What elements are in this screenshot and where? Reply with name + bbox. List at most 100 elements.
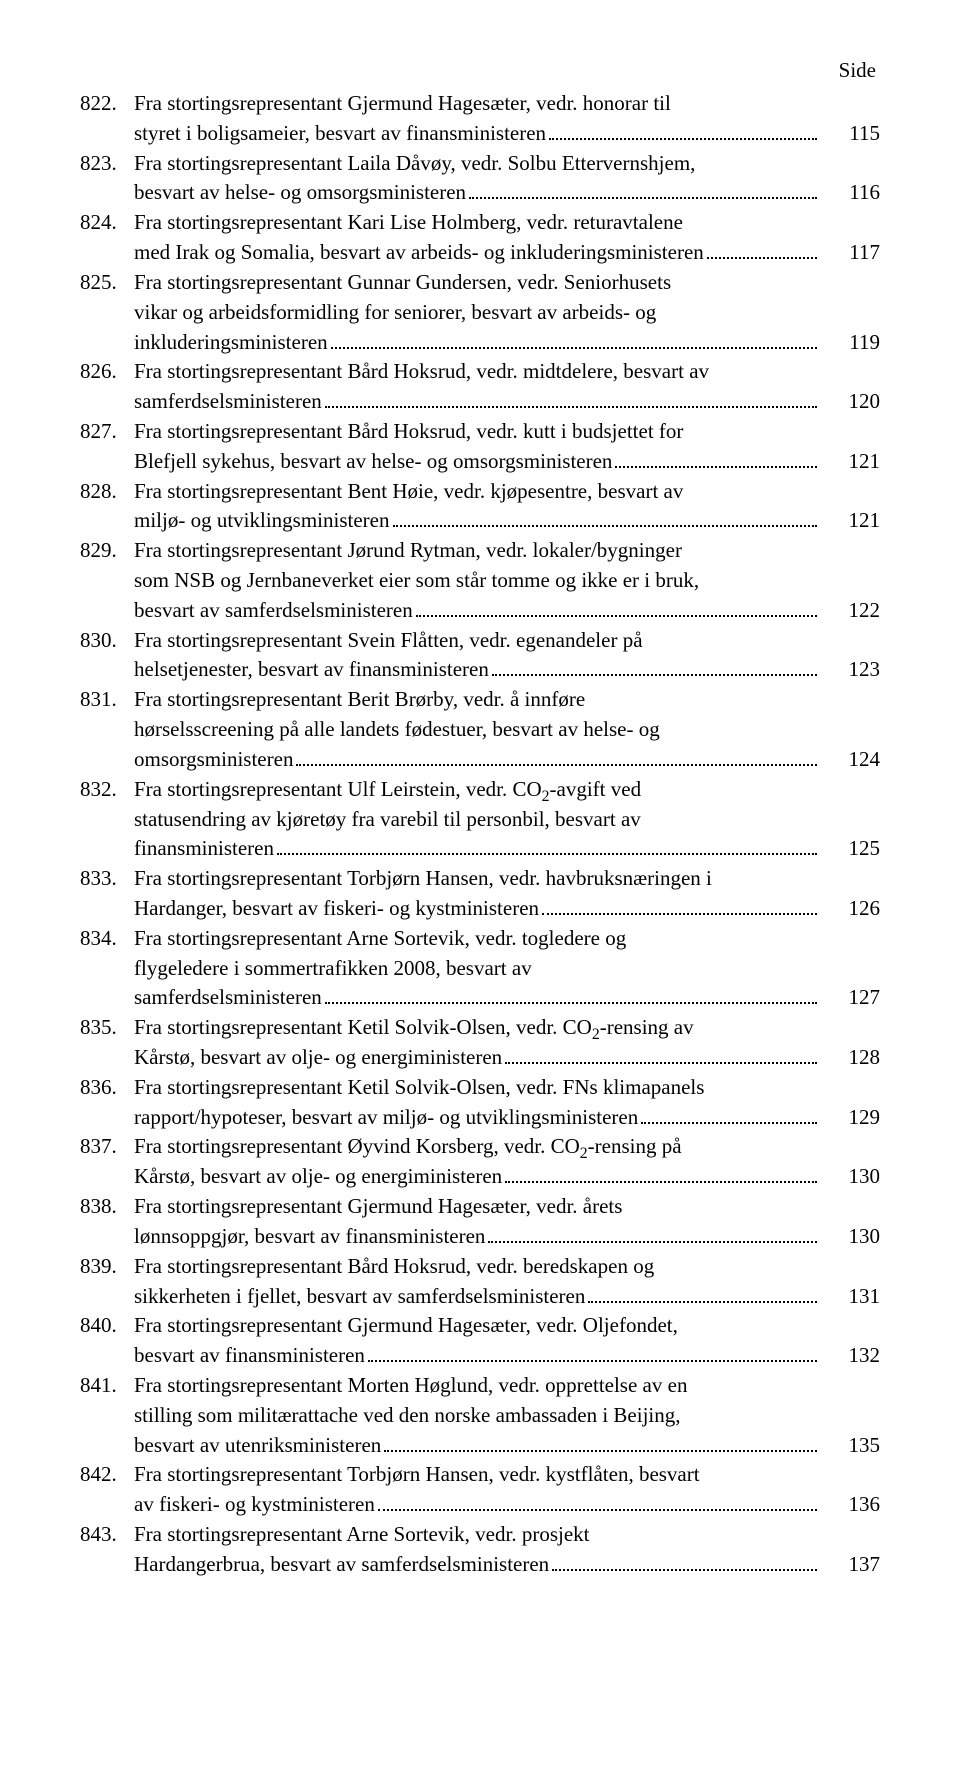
- toc-entry: 842.Fra stortingsrepresentant Torbjørn H…: [80, 1460, 880, 1520]
- toc-entry: 830.Fra stortingsrepresentant Svein Flåt…: [80, 626, 880, 686]
- entry-number: 822.: [80, 89, 134, 119]
- dot-leader: [393, 508, 818, 528]
- toc-entry: 840.Fra stortingsrepresentant Gjermund H…: [80, 1311, 880, 1371]
- toc-entry: 837.Fra stortingsrepresentant Øyvind Kor…: [80, 1132, 880, 1192]
- entry-number: 832.: [80, 775, 134, 805]
- toc-entry: 825.Fra stortingsrepresentant Gunnar Gun…: [80, 268, 880, 357]
- toc-entry: 833.Fra stortingsrepresentant Torbjørn H…: [80, 864, 880, 924]
- entry-text-content: inkluderingsministeren: [134, 328, 328, 358]
- entry-text-line: finansministeren: [134, 834, 820, 864]
- entry-page-number: 119: [820, 268, 880, 357]
- toc-entry: 843.Fra stortingsrepresentant Arne Sorte…: [80, 1520, 880, 1580]
- entry-number: 833.: [80, 864, 134, 894]
- toc-entry: 822.Fra stortingsrepresentant Gjermund H…: [80, 89, 880, 149]
- entry-text-content: Fra stortingsrepresentant Arne Sortevik,…: [134, 1520, 590, 1550]
- entry-text-content: Fra stortingsrepresentant Torbjørn Hanse…: [134, 864, 712, 894]
- entry-text: Fra stortingsrepresentant Gjermund Hages…: [134, 1311, 820, 1371]
- dot-leader: [588, 1283, 817, 1303]
- entry-text-content: Fra stortingsrepresentant Morten Høglund…: [134, 1371, 687, 1401]
- entry-text-content: Fra stortingsrepresentant Gunnar Gunders…: [134, 268, 671, 298]
- entry-text-content: Fra stortingsrepresentant Berit Brørby, …: [134, 685, 585, 715]
- entry-number: 824.: [80, 208, 134, 238]
- entry-number: 840.: [80, 1311, 134, 1341]
- entry-text-content: Fra stortingsrepresentant Ulf Leirstein,…: [134, 775, 641, 805]
- entry-text-line: helsetjenester, besvart av finansministe…: [134, 655, 820, 685]
- entry-number: 827.: [80, 417, 134, 447]
- entry-text: Fra stortingsrepresentant Laila Dåvøy, v…: [134, 149, 820, 209]
- entry-text-line: Fra stortingsrepresentant Ketil Solvik-O…: [134, 1073, 820, 1103]
- entry-page-number: 137: [820, 1520, 880, 1580]
- dot-leader: [296, 746, 817, 766]
- dot-leader: [505, 1163, 817, 1183]
- entry-number: 826.: [80, 357, 134, 387]
- entry-text-content: Hardanger, besvart av fiskeri- og kystmi…: [134, 894, 539, 924]
- entry-text-line: styret i boligsameier, besvart av finans…: [134, 119, 820, 149]
- entry-text-line: Fra stortingsrepresentant Morten Høglund…: [134, 1371, 820, 1401]
- entry-text-content: Fra stortingsrepresentant Øyvind Korsber…: [134, 1132, 682, 1162]
- entry-page-number: 129: [820, 1073, 880, 1133]
- page-column-header: Side: [80, 58, 880, 83]
- dot-leader: [384, 1432, 817, 1452]
- entry-number: 841.: [80, 1371, 134, 1401]
- entry-text-line: besvart av utenriksministeren: [134, 1431, 820, 1461]
- entry-text-line: Fra stortingsrepresentant Berit Brørby, …: [134, 685, 820, 715]
- entry-text-line: Fra stortingsrepresentant Gjermund Hages…: [134, 1311, 820, 1341]
- entry-number: 838.: [80, 1192, 134, 1222]
- entry-text-content: miljø- og utviklingsministeren: [134, 506, 390, 536]
- entry-page-number: 120: [820, 357, 880, 417]
- entry-text: Fra stortingsrepresentant Svein Flåtten,…: [134, 626, 820, 686]
- entry-number: 829.: [80, 536, 134, 566]
- entry-text: Fra stortingsrepresentant Torbjørn Hanse…: [134, 1460, 820, 1520]
- entry-number: 825.: [80, 268, 134, 298]
- entry-text-content: Fra stortingsrepresentant Bård Hoksrud, …: [134, 1252, 654, 1282]
- entry-text: Fra stortingsrepresentant Gjermund Hages…: [134, 89, 820, 149]
- entry-text-line: lønnsoppgjør, besvart av finansministere…: [134, 1222, 820, 1252]
- dot-leader: [277, 835, 817, 855]
- entry-text-line: besvart av helse- og omsorgsministeren: [134, 178, 820, 208]
- toc-entry: 841.Fra stortingsrepresentant Morten Høg…: [80, 1371, 880, 1460]
- entry-number: 830.: [80, 626, 134, 656]
- entry-text: Fra stortingsrepresentant Bård Hoksrud, …: [134, 357, 820, 417]
- entry-text-content: besvart av helse- og omsorgsministeren: [134, 178, 466, 208]
- toc-page: Side 822.Fra stortingsrepresentant Gjerm…: [0, 0, 960, 1620]
- entry-text: Fra stortingsrepresentant Bård Hoksrud, …: [134, 1252, 820, 1312]
- entry-page-number: 135: [820, 1371, 880, 1460]
- entry-text: Fra stortingsrepresentant Kari Lise Holm…: [134, 208, 820, 268]
- entry-text-content: Blefjell sykehus, besvart av helse- og o…: [134, 447, 612, 477]
- entry-text-content: hørselsscreening på alle landets fødestu…: [134, 715, 660, 745]
- entry-text-content: Kårstø, besvart av olje- og energiminist…: [134, 1043, 502, 1073]
- entry-text-content: lønnsoppgjør, besvart av finansministere…: [134, 1222, 485, 1252]
- dot-leader: [549, 120, 817, 140]
- entry-text-content: styret i boligsameier, besvart av finans…: [134, 119, 546, 149]
- entry-text-content: besvart av utenriksministeren: [134, 1431, 381, 1461]
- entry-text: Fra stortingsrepresentant Morten Høglund…: [134, 1371, 820, 1460]
- entry-text-line: inkluderingsministeren: [134, 328, 820, 358]
- toc-entry: 832.Fra stortingsrepresentant Ulf Leirst…: [80, 775, 880, 864]
- entry-text-content: av fiskeri- og kystministeren: [134, 1490, 375, 1520]
- entry-page-number: 117: [820, 208, 880, 268]
- entry-number: 843.: [80, 1520, 134, 1550]
- entry-text-line: Blefjell sykehus, besvart av helse- og o…: [134, 447, 820, 477]
- entry-text-line: med Irak og Somalia, besvart av arbeids-…: [134, 238, 820, 268]
- entry-text-content: Fra stortingsrepresentant Jørund Rytman,…: [134, 536, 682, 566]
- entry-text-line: Fra stortingsrepresentant Svein Flåtten,…: [134, 626, 820, 656]
- entry-text-content: Fra stortingsrepresentant Laila Dåvøy, v…: [134, 149, 695, 179]
- toc-entry: 827.Fra stortingsrepresentant Bård Hoksr…: [80, 417, 880, 477]
- dot-leader: [707, 239, 817, 259]
- entry-text-content: stilling som militærattache ved den nors…: [134, 1401, 680, 1431]
- entry-text: Fra stortingsrepresentant Arne Sortevik,…: [134, 1520, 820, 1580]
- entry-page-number: 122: [820, 536, 880, 625]
- entry-text: Fra stortingsrepresentant Øyvind Korsber…: [134, 1132, 820, 1192]
- entry-text: Fra stortingsrepresentant Ketil Solvik-O…: [134, 1073, 820, 1133]
- entry-number: 839.: [80, 1252, 134, 1282]
- dot-leader: [325, 388, 817, 408]
- entry-text-line: besvart av finansministeren: [134, 1341, 820, 1371]
- entry-text: Fra stortingsrepresentant Ulf Leirstein,…: [134, 775, 820, 864]
- entry-text-line: Fra stortingsrepresentant Gunnar Gunders…: [134, 268, 820, 298]
- toc-entry: 836.Fra stortingsrepresentant Ketil Solv…: [80, 1073, 880, 1133]
- dot-leader: [378, 1491, 817, 1511]
- entry-text: Fra stortingsrepresentant Bård Hoksrud, …: [134, 417, 820, 477]
- entry-page-number: 132: [820, 1311, 880, 1371]
- toc-entry: 835.Fra stortingsrepresentant Ketil Solv…: [80, 1013, 880, 1073]
- dot-leader: [469, 180, 817, 200]
